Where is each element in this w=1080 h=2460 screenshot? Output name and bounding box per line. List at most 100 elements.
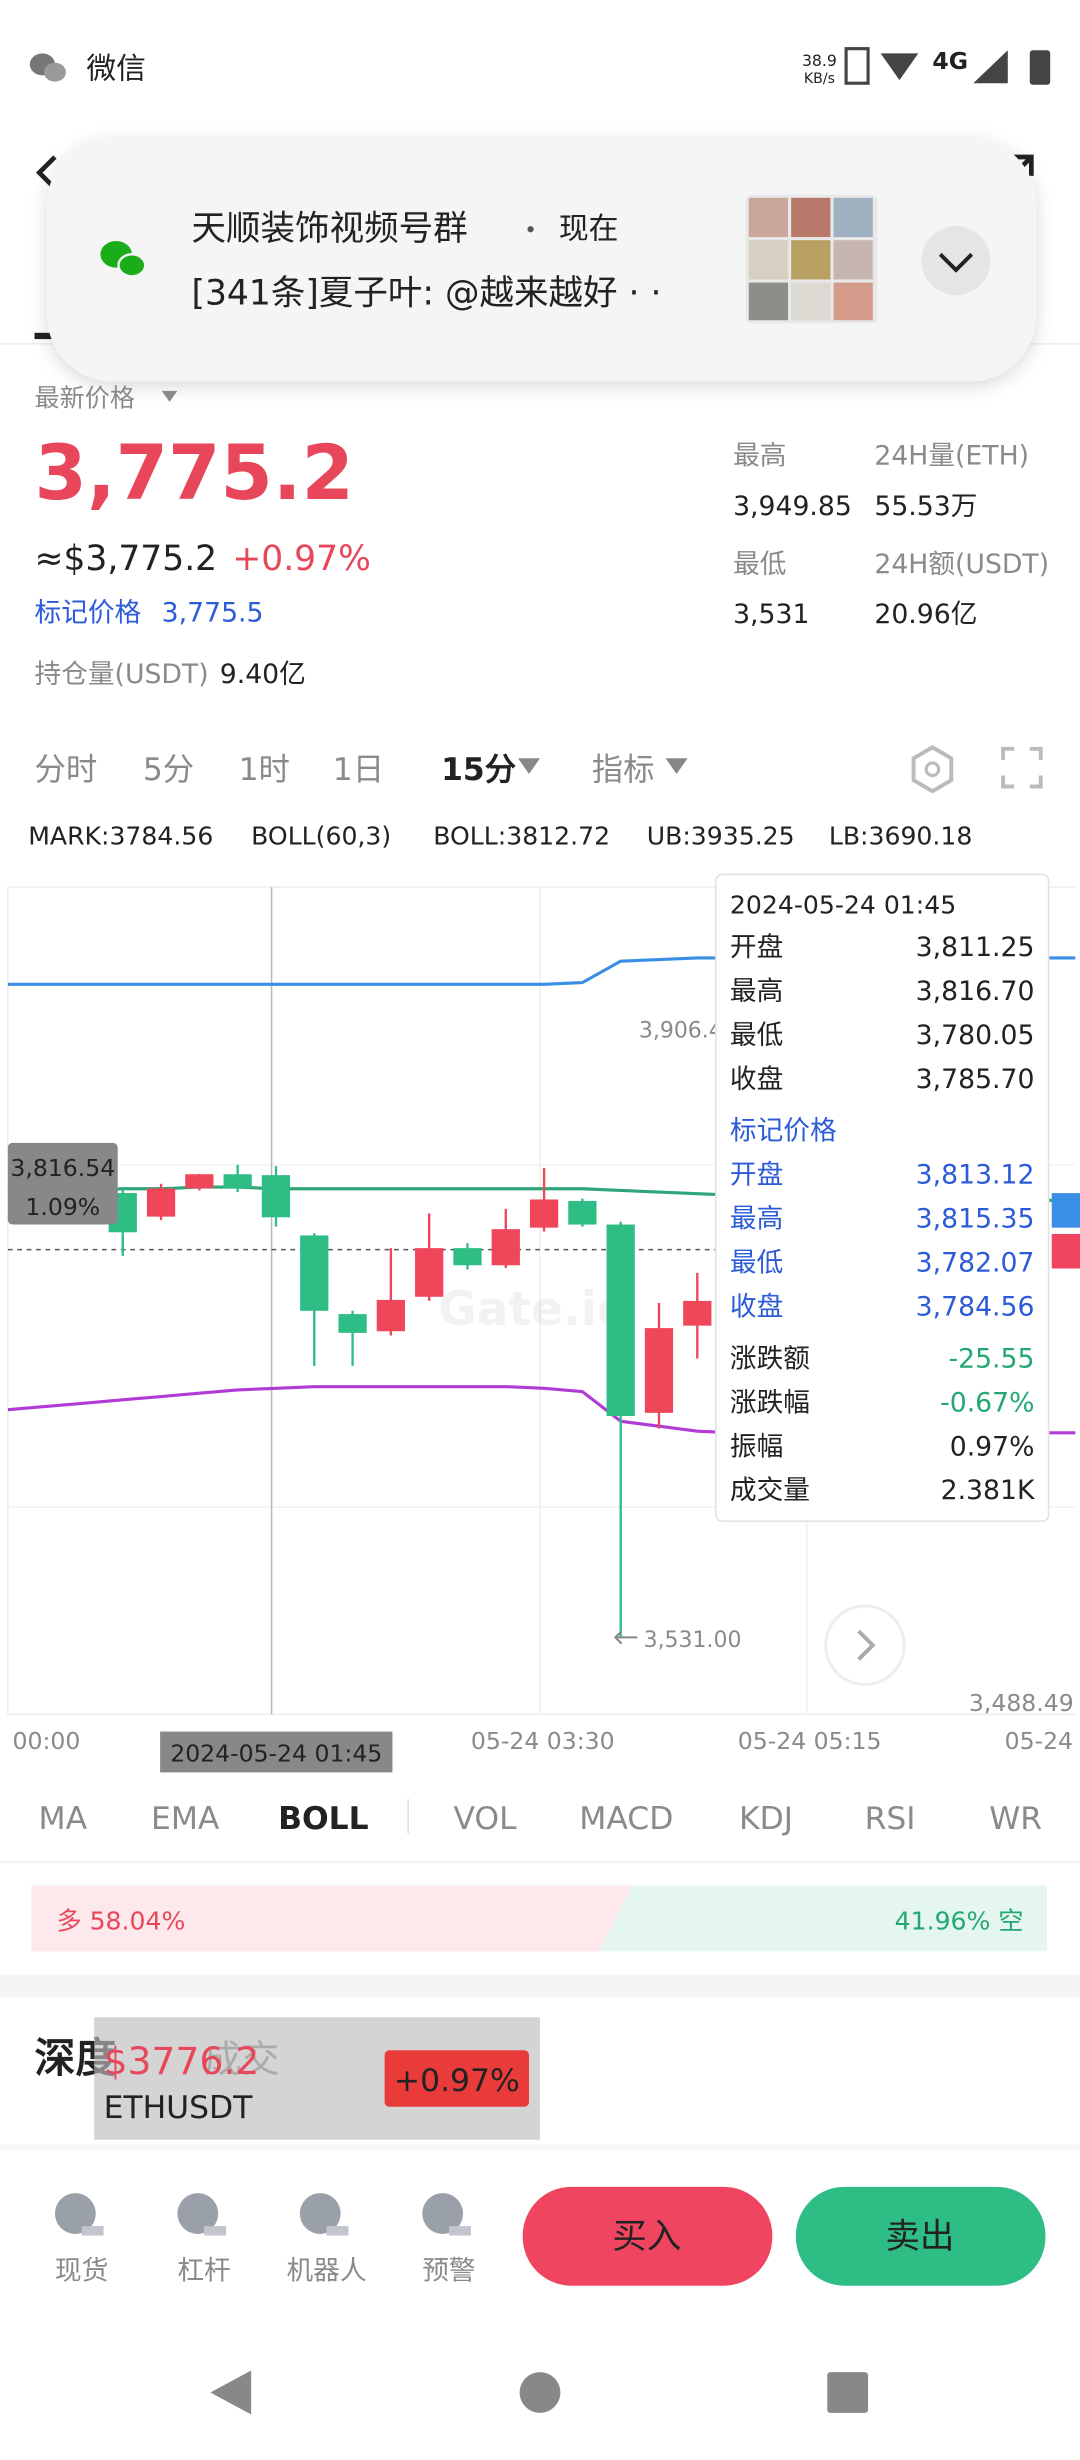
notification[interactable] — [47, 138, 1037, 382]
tooltip-value: -0.67% — [940, 1387, 1034, 1418]
interval-tab[interactable]: 分时 — [35, 752, 98, 788]
last-price: 3,775.2 — [35, 429, 354, 517]
fullscreen-button[interactable] — [1001, 746, 1043, 789]
notification-content: 天顺装饰视频号群 现在 [341条]夏子叶: @越来越好 · · — [100, 194, 991, 324]
candle-body — [185, 1174, 214, 1189]
indicator-tab[interactable]: KDJ — [739, 1801, 793, 1837]
price-tag-value: 3,816.54 — [10, 1154, 115, 1182]
indicator-value: BOLL(60,3) — [251, 822, 391, 851]
stat-label: 最高 — [733, 441, 786, 472]
indicator-tab[interactable]: WR — [989, 1801, 1042, 1837]
oi-label: 持仓量(USDT) — [35, 659, 209, 690]
candle-body — [453, 1248, 482, 1266]
system-recents[interactable] — [827, 2372, 869, 2413]
settings-button[interactable] — [911, 744, 954, 794]
net-speed: 38.9 — [802, 51, 837, 70]
indicator-tab[interactable]: MACD — [579, 1801, 673, 1837]
sell-button[interactable] — [795, 2186, 1046, 2286]
battery-icon — [1029, 50, 1051, 85]
x-tick-label: 05-24 — [1005, 1727, 1073, 1755]
tooltip-label: 最低 — [730, 1020, 783, 1051]
short-bar — [599, 1885, 1048, 1952]
scroll-right-button[interactable] — [824, 1604, 906, 1687]
stat-value: 20.96亿 — [874, 599, 977, 630]
tooltip-label: 开盘 — [730, 1160, 783, 1191]
indicator-tab[interactable]: RSI — [865, 1801, 916, 1837]
tooltip-mark-title: 标记价格 — [730, 1116, 837, 1147]
nav-label[interactable]: 杠杆 — [177, 2255, 230, 2286]
nav-icon[interactable] — [299, 2193, 341, 2234]
indicator-value: BOLL:3812.72 — [433, 822, 610, 851]
usd-price: ≈$3,775.2 — [35, 539, 218, 579]
indicator-value: LB:3690.18 — [829, 822, 973, 851]
buy-button[interactable] — [522, 2186, 773, 2286]
tooltip-label: 收盘 — [730, 1064, 783, 1095]
candle-body — [644, 1328, 674, 1413]
mark-price: 3,775.5 — [162, 598, 264, 629]
tooltip-label: 最高 — [730, 976, 783, 1007]
interval-tab[interactable]: 指标 — [592, 752, 655, 788]
notification-message: [341条]夏子叶: @越来越好 · · — [192, 274, 662, 314]
candle-body — [529, 1199, 559, 1228]
interval-tab[interactable]: 5分 — [143, 752, 194, 788]
tooltip-time: 2024-05-24 01:45 — [730, 891, 956, 920]
price-tag-change: 1.09% — [25, 1193, 100, 1221]
interval-tab[interactable]: 1时 — [239, 752, 290, 788]
nav-icon[interactable] — [422, 2193, 464, 2234]
collapse-button[interactable] — [921, 226, 991, 296]
price-change: +0.97% — [232, 539, 371, 579]
tooltip-value: 3,785.70 — [916, 1064, 1035, 1095]
interval-tab[interactable]: 15分 — [441, 752, 516, 788]
stat-label: 24H额(USDT) — [874, 549, 1049, 580]
nav-icon-detail — [81, 2226, 104, 2236]
short-ratio: 41.96% 空 — [895, 1906, 1024, 1935]
candle-body — [568, 1200, 597, 1225]
back-button[interactable] — [35, 155, 57, 191]
x-axis: 00:00 05-24 03:30 05-24 05:15 05-24 — [13, 1727, 1073, 1755]
system-home[interactable] — [519, 2372, 561, 2413]
nav-label[interactable]: 预警 — [422, 2255, 475, 2286]
indicator-values: MARK:3784.56 BOLL(60,3) BOLL:3812.72 UB:393… — [28, 822, 972, 851]
long-bar — [31, 1885, 633, 1952]
indicator-tab[interactable]: EMA — [151, 1801, 220, 1837]
crosshair-label: 2024-05-24 01:45 — [170, 1739, 382, 1767]
long-short-ratio: 多 58.04% 41.96% 空 — [31, 1885, 1048, 1952]
candle-body — [338, 1314, 367, 1333]
price-label: 最新价格 — [35, 384, 135, 413]
right-tag — [1051, 1193, 1080, 1228]
indicator-tab[interactable]: MA — [39, 1801, 88, 1837]
widget-symbol: ETHUSDT — [104, 2090, 254, 2126]
app-name: 微信 — [86, 51, 146, 86]
notification-card[interactable] — [47, 138, 1037, 382]
watermark: Gate.io — [438, 1282, 629, 1337]
indicator-tabs: MA EMA BOLL VOL MACD KDJ RSI WR — [39, 1801, 1043, 1837]
candle-body — [606, 1224, 635, 1416]
network-type: 4G — [932, 47, 968, 75]
nav-label[interactable]: 现货 — [55, 2255, 108, 2286]
indicator-value: MARK:3784.56 — [28, 822, 213, 851]
floating-widget[interactable]: $3776.2 +0.97% ETHUSDT — [94, 2017, 541, 2140]
tooltip-label: 成交量 — [730, 1475, 810, 1506]
nav-icon[interactable] — [54, 2193, 96, 2234]
system-back[interactable] — [210, 2370, 252, 2415]
low-arrow — [613, 1630, 638, 1645]
x-tick-label: 05-24 05:15 — [738, 1727, 882, 1755]
nav-icon-detail — [204, 2226, 227, 2236]
right-tag — [1051, 1233, 1080, 1269]
candle-body — [376, 1299, 405, 1332]
indicator-tab[interactable]: VOL — [454, 1801, 518, 1837]
candle-body — [491, 1229, 520, 1266]
tooltip-value: 3,811.25 — [916, 932, 1035, 963]
bottom-nav: 现货 杠杆 机器人 预警 — [54, 2193, 476, 2286]
dropdown-arrow — [665, 758, 688, 774]
nav-label[interactable]: 机器人 — [286, 2255, 366, 2286]
crosshair-label-box — [160, 1731, 393, 1773]
indicator-tab[interactable]: BOLL — [278, 1801, 369, 1837]
tooltip-value: 3,780.05 — [916, 1020, 1035, 1051]
nav-icon[interactable] — [177, 2193, 219, 2234]
interval-tab[interactable]: 1日 — [333, 752, 384, 788]
tooltip-value: 0.97% — [950, 1431, 1035, 1462]
buy-label: 买入 — [612, 2217, 681, 2257]
